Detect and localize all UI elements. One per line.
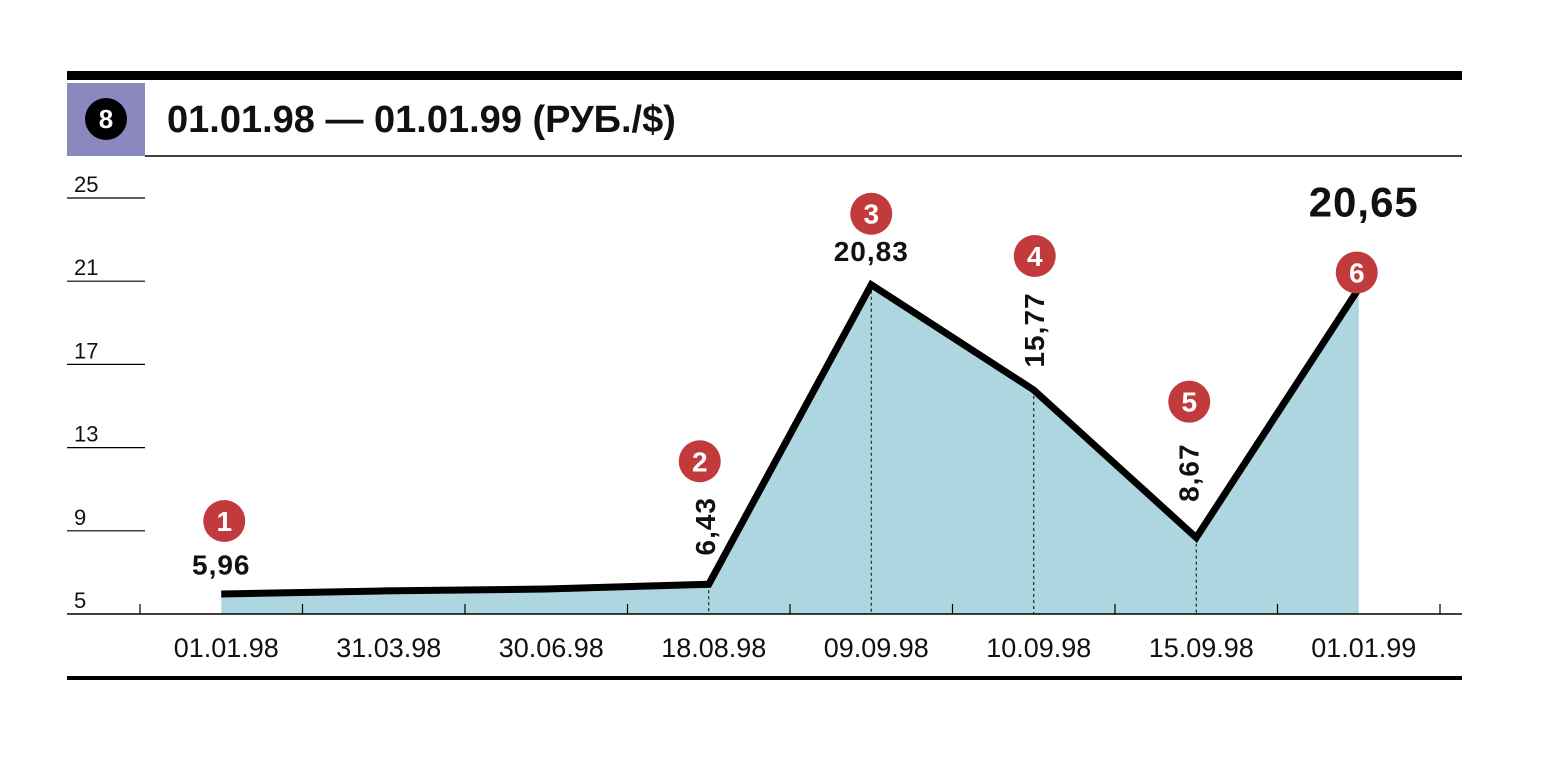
marker-number: 6 [1349, 257, 1365, 288]
marker-number: 4 [1027, 241, 1043, 272]
value-label: 6,43 [690, 497, 721, 556]
x-tick-label: 18.08.98 [661, 633, 766, 663]
marker-number: 5 [1181, 387, 1197, 418]
y-tick-label: 21 [74, 255, 98, 280]
marker-number: 2 [692, 446, 708, 477]
x-tick-label: 01.01.98 [174, 633, 279, 663]
value-label: 20,83 [834, 236, 909, 267]
x-tick-label: 15.09.98 [1149, 633, 1254, 663]
x-tick-label: 09.09.98 [824, 633, 929, 663]
badge-number: 8 [99, 104, 113, 134]
x-tick-label: 01.01.99 [1311, 633, 1416, 663]
marker-circle [1335, 251, 1378, 294]
y-tick-label: 9 [74, 505, 86, 530]
x-tick-label: 31.03.98 [336, 633, 441, 663]
marker-circle [203, 500, 246, 543]
area [221, 284, 1359, 614]
x-tick-label: 30.06.98 [499, 633, 604, 663]
marker-circle [1013, 234, 1056, 277]
marker-circle [1168, 380, 1211, 423]
y-tick-label: 17 [74, 338, 98, 363]
value-label: 8,67 [1174, 443, 1205, 502]
marker-circle [850, 192, 893, 235]
x-tick-label: 10.09.98 [986, 633, 1091, 663]
y-tick-label: 25 [74, 172, 98, 197]
value-label: 5,96 [192, 549, 251, 580]
y-tick-label: 5 [74, 588, 86, 613]
marker-number: 3 [863, 199, 879, 230]
marker-circle [678, 440, 721, 483]
marker-number: 1 [216, 506, 232, 537]
bottom-rule [67, 676, 1462, 680]
line [221, 279, 1362, 598]
y-tick-label: 13 [74, 422, 98, 447]
top-rule [67, 71, 1462, 80]
chart-title: 01.01.98 — 01.01.99 (РУБ./$) [167, 99, 676, 141]
value-label: 15,77 [1019, 292, 1050, 367]
badge-circle [85, 98, 127, 140]
value-label: 20,65 [1309, 179, 1419, 226]
